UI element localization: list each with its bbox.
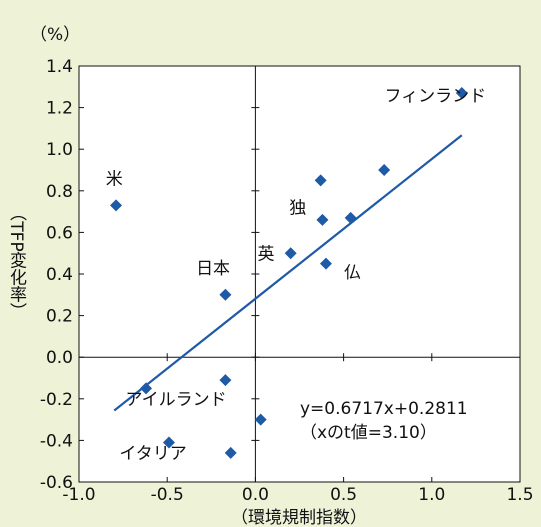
data-point — [254, 413, 267, 426]
x-tick-label: 0.5 — [330, 485, 357, 505]
data-point — [344, 211, 357, 224]
y-tick-label: -0.6 — [40, 473, 73, 493]
y-tick-label: -0.4 — [40, 431, 73, 451]
y-unit-label: （%） — [30, 25, 80, 45]
y-axis-label: （TFP変化率） — [6, 204, 27, 319]
x-tick-label: -0.5 — [151, 485, 184, 505]
y-tick-label: 0.4 — [46, 265, 73, 285]
y-tick-label: 1.4 — [46, 57, 73, 77]
y-tick-label: -0.2 — [40, 390, 73, 410]
y-tick-label: 0.6 — [46, 223, 73, 243]
trend-line — [113, 134, 463, 412]
point-annotation: 仏 — [344, 263, 361, 283]
data-point — [162, 436, 175, 449]
data-point — [219, 374, 232, 387]
equation-line: （xのt値=3.10） — [300, 423, 437, 443]
x-tick-label: 1.0 — [418, 485, 445, 505]
data-point — [319, 257, 332, 270]
point-annotation: イタリア — [119, 444, 186, 464]
data-point — [140, 382, 153, 395]
point-annotation: 米 — [106, 170, 123, 190]
y-tick-label: 0.2 — [46, 307, 73, 327]
data-point — [378, 164, 391, 176]
equation-line: y=0.6717x+0.2811 — [300, 399, 468, 419]
regression-equation: y=0.6717x+0.2811 （xのt値=3.10） — [300, 399, 468, 443]
data-point — [224, 446, 237, 459]
data-point — [284, 247, 297, 260]
data-point — [219, 288, 232, 301]
data-point — [316, 213, 329, 226]
point-annotation: アイルランド — [125, 390, 226, 410]
point-annotation: 日本 — [196, 259, 230, 279]
plot-area — [78, 65, 521, 483]
x-tick-label: -1.0 — [62, 485, 95, 505]
x-axis-label: （環境規制指数） — [231, 508, 367, 527]
point-annotation: 独 — [289, 199, 306, 219]
y-tick-labels: 1.4 1.2 1.0 0.8 0.6 0.4 0.2 0.0 -0.2 -0.4 -0.6 — [40, 57, 260, 493]
x-tick-label: 0.0 — [242, 485, 269, 505]
point-annotation: 英 — [257, 244, 274, 264]
x-tick-labels: -1.0 -0.5 0.0 0.5 1.0 1.5 — [62, 353, 534, 505]
x-tick-label: 1.5 — [506, 485, 533, 505]
y-tick-label: 1.0 — [46, 140, 73, 160]
data-point — [314, 174, 327, 187]
data-points — [110, 87, 468, 459]
data-point — [110, 199, 123, 212]
y-tick-label: 0.0 — [46, 348, 73, 368]
point-annotation: フィンランド — [384, 86, 486, 106]
y-tick-label: 1.2 — [46, 99, 73, 119]
data-point — [455, 87, 468, 100]
y-tick-label: 0.8 — [46, 182, 73, 202]
trend-line-group — [113, 134, 463, 412]
